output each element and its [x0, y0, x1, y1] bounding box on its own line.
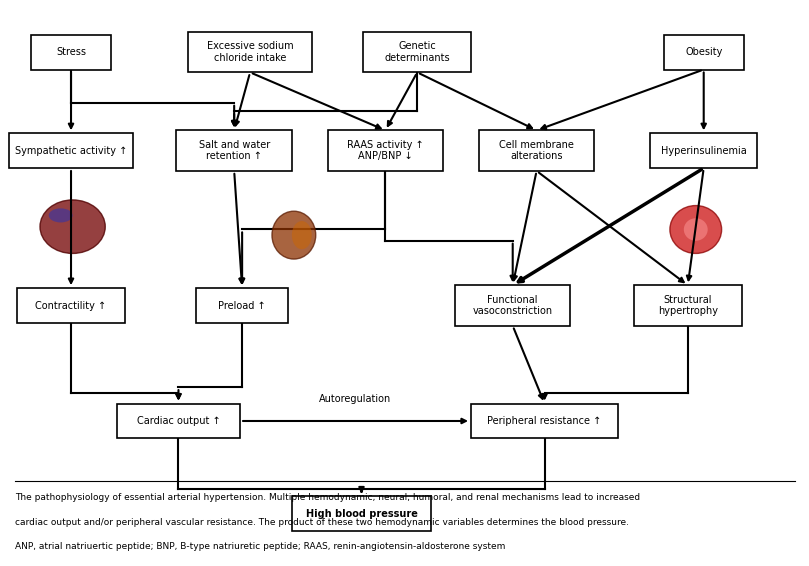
FancyBboxPatch shape	[32, 35, 111, 70]
FancyBboxPatch shape	[363, 32, 471, 72]
Text: Obesity: Obesity	[685, 47, 722, 57]
FancyBboxPatch shape	[188, 32, 311, 72]
Text: Contractility ↑: Contractility ↑	[36, 301, 107, 311]
Text: Preload ↑: Preload ↑	[218, 301, 266, 311]
FancyBboxPatch shape	[650, 133, 757, 168]
Text: Salt and water
retention ↑: Salt and water retention ↑	[198, 140, 269, 161]
Text: Cell membrane
alterations: Cell membrane alterations	[499, 140, 574, 161]
Text: Cardiac output ↑: Cardiac output ↑	[137, 416, 220, 426]
FancyBboxPatch shape	[471, 404, 618, 439]
FancyBboxPatch shape	[197, 288, 288, 323]
FancyBboxPatch shape	[116, 404, 240, 439]
Text: Sympathetic activity ↑: Sympathetic activity ↑	[15, 145, 127, 156]
FancyBboxPatch shape	[10, 133, 133, 168]
Text: RAAS activity ↑
ANP/BNP ↓: RAAS activity ↑ ANP/BNP ↓	[347, 140, 424, 161]
Text: Genetic
determinants: Genetic determinants	[384, 41, 450, 63]
Text: Structural
hypertrophy: Structural hypertrophy	[658, 295, 718, 316]
Text: The pathophysiology of essential arterial hypertension. Multiple hemodynamic, ne: The pathophysiology of essential arteria…	[15, 492, 641, 501]
Ellipse shape	[292, 221, 311, 249]
FancyBboxPatch shape	[292, 496, 431, 531]
FancyBboxPatch shape	[455, 285, 570, 326]
Ellipse shape	[49, 208, 73, 222]
Text: Stress: Stress	[56, 47, 86, 57]
Text: cardiac output and/or peripheral vascular resistance. The product of these two h: cardiac output and/or peripheral vascula…	[15, 518, 629, 527]
Text: ANP, atrial natriuertic peptide; BNP, B-type natriuretic peptide; RAAS, renin-an: ANP, atrial natriuertic peptide; BNP, B-…	[15, 542, 506, 551]
Text: Hyperinsulinemia: Hyperinsulinemia	[661, 145, 747, 156]
FancyBboxPatch shape	[176, 130, 292, 171]
Ellipse shape	[272, 211, 316, 259]
Ellipse shape	[670, 205, 722, 254]
Text: Peripheral resistance ↑: Peripheral resistance ↑	[487, 416, 602, 426]
Text: High blood pressure: High blood pressure	[306, 509, 417, 519]
FancyBboxPatch shape	[664, 35, 743, 70]
Text: Autoregulation: Autoregulation	[320, 394, 392, 404]
Text: Functional
vasoconstriction: Functional vasoconstriction	[472, 295, 553, 316]
Ellipse shape	[40, 200, 105, 254]
Text: Excessive sodium
chloride intake: Excessive sodium chloride intake	[207, 41, 294, 63]
FancyBboxPatch shape	[479, 130, 595, 171]
Ellipse shape	[684, 218, 708, 241]
FancyBboxPatch shape	[17, 288, 125, 323]
FancyBboxPatch shape	[634, 285, 742, 326]
FancyBboxPatch shape	[328, 130, 443, 171]
